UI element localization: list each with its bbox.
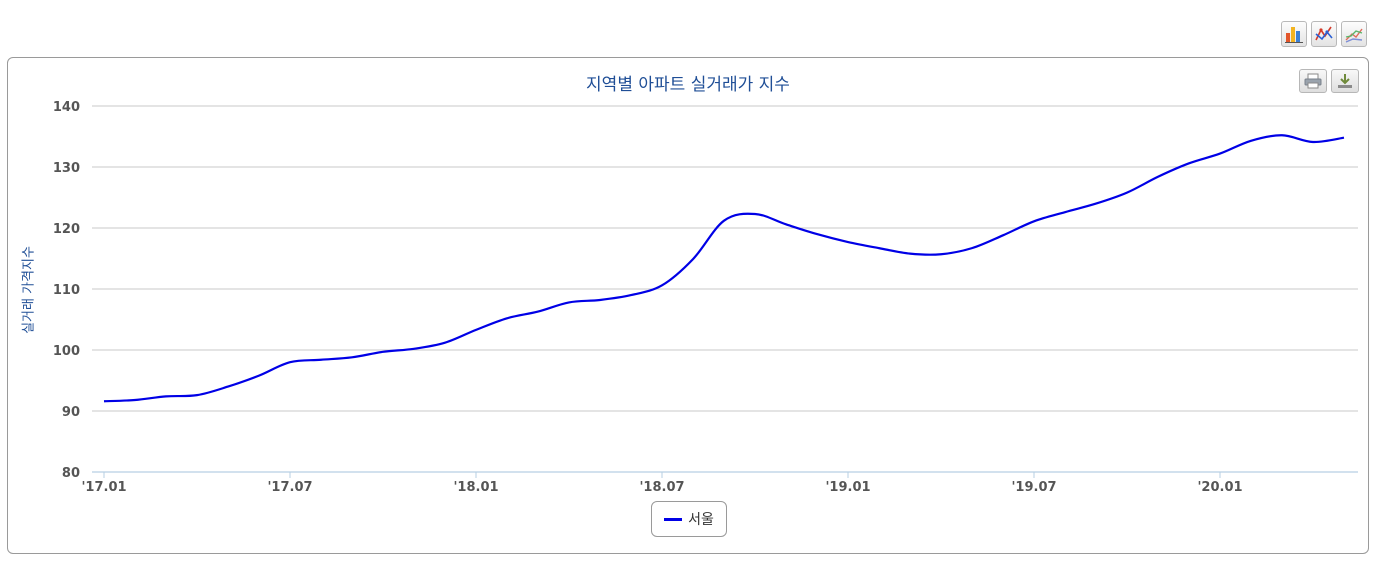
data-point [256, 373, 262, 379]
print-button[interactable] [1299, 69, 1327, 93]
data-point [1279, 132, 1285, 138]
chart-title: 지역별 아파트 실거래가 지수 [586, 75, 790, 95]
line-chart-button[interactable] [1341, 21, 1367, 47]
data-point [1341, 135, 1347, 141]
data-point [1124, 190, 1130, 196]
x-axis: '17.01 '17.07 '18.01 '18.07 '19.01 '19.07 '20.… [81, 471, 1358, 495]
series-layer [101, 132, 1347, 404]
line-chart-icon [1345, 28, 1363, 43]
data-point [628, 292, 634, 298]
data-point [318, 357, 324, 363]
legend-item-seoul[interactable]: 서울 [651, 501, 727, 537]
data-point [876, 245, 882, 251]
data-point [380, 349, 386, 355]
data-point [814, 231, 820, 237]
scatter-chart-button[interactable] [1311, 21, 1337, 47]
data-point [938, 251, 944, 257]
y-tick-label: 80 [62, 466, 80, 481]
legend-label: 서울 [688, 512, 714, 528]
x-tick-label: '17.07 [267, 480, 312, 495]
y-tick-label: 140 [53, 100, 80, 115]
data-point [721, 218, 727, 224]
data-point [411, 346, 417, 352]
data-point [132, 397, 138, 403]
bar-chart-button[interactable] [1281, 21, 1307, 47]
chart-export-tools [1299, 69, 1359, 93]
data-point [442, 340, 448, 346]
x-tick-label: '17.01 [81, 480, 126, 495]
y-tick-label: 130 [53, 161, 80, 176]
x-tick-label: '19.07 [1011, 480, 1056, 495]
print-icon [1304, 73, 1322, 89]
y-axis-label: 실거래 가격지수 [21, 246, 37, 334]
x-tick-label: '20.01 [1197, 480, 1242, 495]
bar-chart-icon [1285, 27, 1303, 43]
data-point [783, 221, 789, 227]
y-tick-label: 90 [62, 405, 80, 420]
x-tick-label: '19.01 [825, 480, 870, 495]
data-point [1031, 218, 1037, 224]
data-point [690, 256, 696, 262]
data-point [752, 211, 758, 217]
data-point [597, 297, 603, 303]
data-point [194, 392, 200, 398]
chart-panel: 지역별 아파트 실거래가 지수 [7, 57, 1369, 554]
data-point [566, 299, 572, 305]
data-point [163, 393, 169, 399]
download-button[interactable] [1331, 69, 1359, 93]
grid-lines [92, 105, 1358, 412]
data-point [659, 282, 665, 288]
data-point [349, 354, 355, 360]
x-tick-label: '18.01 [453, 480, 498, 495]
series-line-seoul [103, 134, 1345, 403]
data-point [1062, 209, 1068, 215]
data-point [1155, 174, 1161, 180]
data-point [1093, 201, 1099, 207]
data-point [101, 398, 107, 404]
chart-type-toolbar [1281, 21, 1367, 47]
scatter-chart-icon [1315, 26, 1333, 41]
y-axis-ticks: 80 90 100 110 120 130 140 [53, 100, 80, 481]
data-point [845, 239, 851, 245]
data-point [1310, 139, 1316, 145]
data-point [287, 359, 293, 365]
data-point [969, 245, 975, 251]
data-point [1217, 151, 1223, 157]
data-point [907, 251, 913, 257]
x-tick-label: '18.07 [639, 480, 684, 495]
data-point [225, 384, 231, 390]
data-point [535, 309, 541, 315]
data-point [1186, 160, 1192, 166]
download-icon [1338, 74, 1352, 88]
y-tick-label: 100 [53, 344, 80, 359]
legend-swatch [664, 517, 683, 521]
data-point [504, 315, 510, 321]
y-tick-label: 110 [53, 283, 80, 298]
data-point [1248, 138, 1254, 144]
data-point [473, 327, 479, 333]
data-point [1000, 232, 1006, 238]
y-tick-label: 120 [53, 222, 80, 237]
